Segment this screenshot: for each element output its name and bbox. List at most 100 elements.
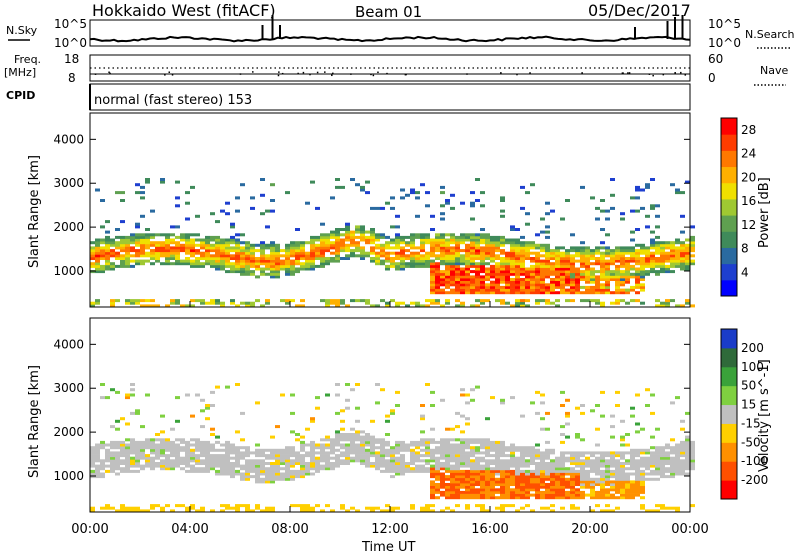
heatmap-cell (535, 475, 540, 479)
heatmap-cell (335, 254, 340, 258)
heatmap-cell (295, 259, 300, 263)
heatmap-cell (450, 206, 455, 210)
heatmap-cell (665, 267, 670, 271)
heatmap-cell (130, 459, 135, 463)
heatmap-cell (625, 490, 630, 494)
heatmap-cell (100, 459, 105, 463)
colorbar-swatch (721, 442, 737, 462)
heatmap-cell (680, 249, 685, 253)
y-tick-label: 1000 (53, 469, 84, 483)
heatmap-cell (605, 262, 610, 266)
heatmap-cell (620, 464, 625, 468)
heatmap-cell (220, 464, 225, 468)
heatmap-cell (320, 509, 325, 513)
heatmap-cell (585, 288, 590, 292)
heatmap-cell (535, 285, 540, 289)
heatmap-cell (185, 454, 190, 458)
heatmap-cell (520, 285, 525, 289)
heatmap-cell (595, 301, 600, 305)
heatmap-cell (165, 467, 170, 471)
heatmap-cell (265, 448, 270, 452)
heatmap-cell (440, 454, 445, 458)
heatmap-cell (430, 262, 435, 266)
nsky-tick-bottom: 10^0 (54, 36, 87, 50)
heatmap-cell (510, 488, 515, 492)
heatmap-cell (190, 233, 195, 237)
heatmap-cell (400, 462, 405, 465)
heatmap-cell (105, 264, 110, 268)
heatmap-cell (275, 451, 280, 455)
heatmap-cell (430, 251, 435, 255)
heatmap-cell (455, 291, 460, 295)
heatmap-cell (465, 464, 470, 468)
heatmap-cell (690, 446, 695, 450)
heatmap-cell (235, 504, 240, 508)
heatmap-cell (245, 462, 250, 465)
heatmap-cell (400, 446, 405, 450)
heatmap-cell (235, 259, 240, 263)
heatmap-cell (230, 270, 235, 274)
heatmap-cell (315, 235, 320, 239)
heatmap-cell (590, 464, 595, 468)
heatmap-cell (105, 459, 110, 463)
heatmap-cell (90, 469, 95, 473)
heatmap-cell (495, 451, 500, 455)
heatmap-cell (490, 238, 495, 242)
heatmap-cell (140, 259, 145, 263)
heatmap-cell (260, 246, 265, 250)
nave-tick-bottom: 0 (708, 71, 716, 85)
heatmap-cell (125, 443, 130, 447)
heatmap-cell (390, 257, 395, 260)
heatmap-cell (400, 235, 405, 239)
heatmap-cell (205, 462, 210, 465)
heatmap-cell (510, 246, 515, 250)
heatmap-cell (375, 440, 380, 444)
velocity-heatmap (90, 383, 695, 513)
heatmap-cell (640, 251, 645, 255)
heatmap-cell (455, 469, 460, 473)
heatmap-cell (440, 251, 445, 255)
heatmap-cell (95, 448, 100, 452)
heatmap-cell (110, 251, 115, 255)
heatmap-cell (525, 451, 530, 455)
heatmap-cell (500, 264, 505, 268)
heatmap-cell (520, 475, 525, 479)
heatmap-cell (465, 454, 470, 458)
heatmap-cell (300, 504, 305, 508)
heatmap-cell (660, 267, 665, 271)
heatmap-cell (100, 446, 105, 450)
colorbar-swatch (721, 347, 737, 368)
heatmap-cell (250, 270, 255, 274)
heatmap-cell (455, 257, 460, 260)
heatmap-cell (345, 235, 350, 239)
heatmap-cell (500, 464, 505, 468)
heatmap-cell (520, 459, 525, 463)
heatmap-cell (610, 262, 615, 266)
heatmap-cell (320, 222, 325, 226)
heatmap-cell (145, 254, 150, 258)
heatmap-cell (400, 443, 405, 447)
heatmap-cell (650, 178, 655, 181)
heatmap-cell (630, 230, 635, 234)
heatmap-cell (300, 443, 305, 447)
heatmap-cell (395, 251, 400, 255)
heatmap-cell (140, 467, 145, 471)
heatmap-cell (170, 301, 175, 305)
heatmap-cell (355, 241, 360, 245)
heatmap-cell (430, 456, 435, 460)
heatmap-cell (205, 259, 210, 263)
heatmap-cell (560, 462, 565, 465)
heatmap-cell (100, 440, 105, 444)
heatmap-cell (355, 451, 360, 455)
heatmap-cell (625, 496, 630, 500)
heatmap-cell (510, 475, 515, 479)
heatmap-cell (570, 291, 575, 295)
heatmap-cell (430, 272, 435, 276)
heatmap-cell (380, 459, 385, 463)
heatmap-cell (165, 262, 170, 266)
heatmap-cell (605, 467, 610, 471)
heatmap-cell (340, 249, 345, 253)
heatmap-cell (615, 404, 620, 407)
heatmap-cell (535, 467, 540, 471)
